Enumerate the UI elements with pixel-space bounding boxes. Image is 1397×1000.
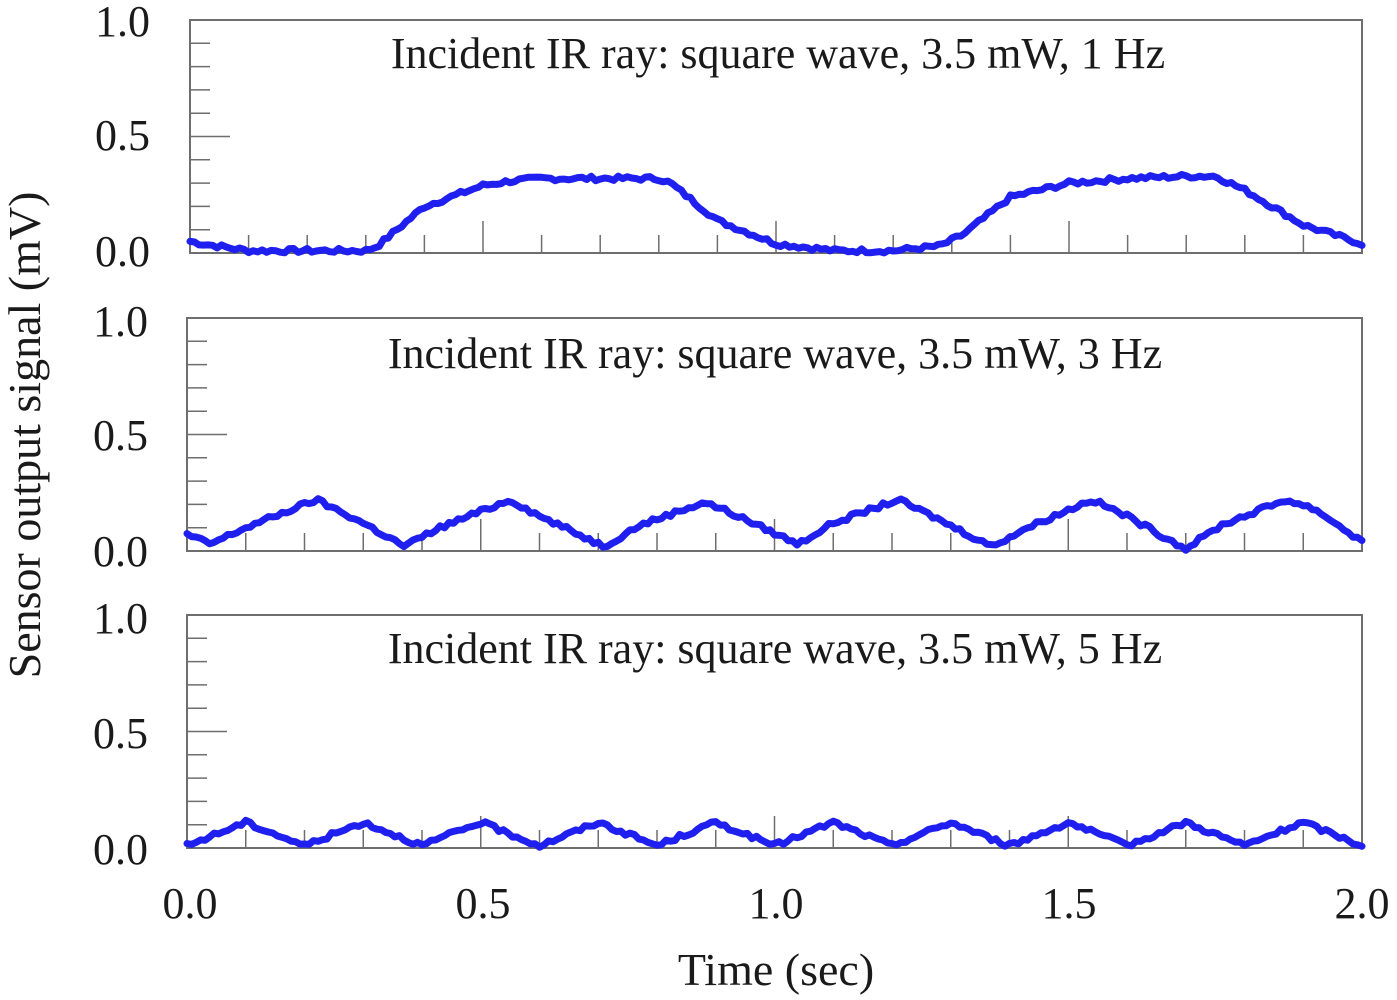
panel-3hz: 0.0 0.5 1.0 Incident IR ray: square wave… — [93, 297, 1366, 576]
y-tick-label-0: 0.0 — [95, 227, 150, 276]
series-line-5hz — [183, 816, 1366, 851]
panel-annotation: Incident IR ray: square wave, 3.5 mW, 3 … — [388, 329, 1162, 378]
x-axis-label: Time (sec) — [678, 944, 874, 995]
panel-1hz: 0.0 0.5 1.0 Incident IR ray: square wave… — [95, 0, 1366, 276]
y-ticks — [190, 42, 230, 231]
x-tick-label-0: 0.0 — [163, 879, 218, 928]
y-tick-label-05: 0.5 — [93, 411, 148, 460]
x-tick-label-1: 1.0 — [749, 879, 804, 928]
x-tick-label-2: 2.0 — [1335, 879, 1390, 928]
y-tick-label-1: 1.0 — [95, 0, 150, 46]
series-line-1hz — [186, 171, 1366, 257]
y-tick-label-0: 0.0 — [93, 825, 148, 874]
y-tick-label-1: 1.0 — [93, 594, 148, 643]
x-tick-label-15: 1.5 — [1042, 879, 1097, 928]
x-ticks — [245, 519, 1304, 551]
y-tick-label-0: 0.0 — [93, 527, 148, 576]
x-tick-label-05: 0.5 — [456, 879, 511, 928]
y-axis-label: Sensor output signal (mV) — [0, 192, 50, 679]
y-tick-label-05: 0.5 — [93, 709, 148, 758]
panel-annotation: Incident IR ray: square wave, 3.5 mW, 1 … — [391, 29, 1165, 78]
series-line-3hz — [183, 495, 1366, 554]
y-ticks — [187, 637, 227, 826]
y-ticks — [187, 340, 227, 529]
y-tick-label-05: 0.5 — [95, 111, 150, 160]
panel-annotation: Incident IR ray: square wave, 3.5 mW, 5 … — [388, 624, 1162, 673]
y-tick-label-1: 1.0 — [93, 297, 148, 346]
panel-5hz: 0.0 0.5 1.0 Incident IR ray: square wave… — [93, 594, 1366, 874]
